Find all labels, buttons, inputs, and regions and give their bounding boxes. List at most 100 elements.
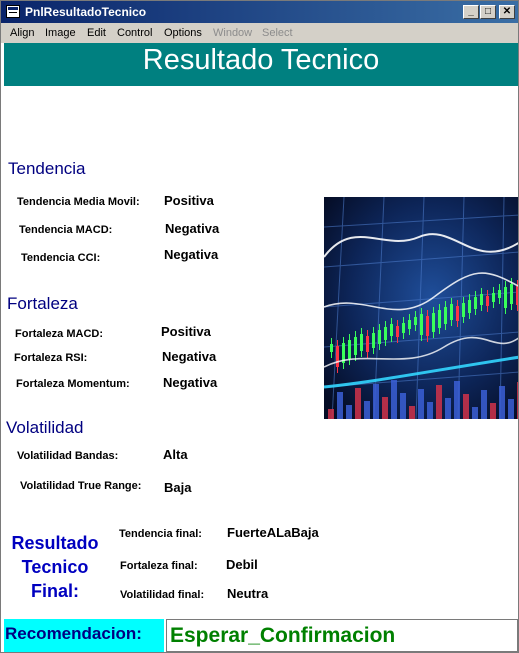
volume-bar — [490, 403, 496, 419]
menu-edit[interactable]: Edit — [87, 27, 106, 39]
volatilidad-true-range-label: Volatilidad True Range: — [20, 480, 142, 492]
candle-body — [474, 297, 477, 309]
candle-body — [414, 317, 417, 325]
fortaleza-momentum-value: Negativa — [163, 375, 218, 390]
menu-image[interactable]: Image — [45, 27, 76, 39]
resultado-final-heading-line-3: Final: — [31, 581, 79, 601]
tendencia-heading: Tendencia — [8, 159, 86, 178]
candle-body — [354, 337, 357, 355]
candle-body — [396, 326, 399, 337]
candle-body — [366, 336, 369, 352]
app-window-icon[interactable] — [6, 5, 20, 18]
candle-body — [408, 320, 411, 329]
candle-body — [426, 316, 429, 336]
fortaleza-rsi-value: Negativa — [162, 349, 217, 364]
tendencia-cci-value: Negativa — [164, 247, 219, 262]
stock-chart-graphic — [324, 197, 518, 419]
menu-bar: Align Image Edit Control Options Window … — [1, 23, 518, 43]
volume-bar — [517, 382, 518, 419]
candle-body — [486, 296, 489, 306]
tendencia-macd-value: Negativa — [165, 221, 220, 236]
candle-body — [450, 304, 453, 320]
volatilidad-heading: Volatilidad — [6, 418, 84, 437]
candle-body — [456, 306, 459, 321]
volatilidad-bandas-value: Alta — [163, 447, 188, 462]
resultado-final-heading-line-1: Resultado — [11, 533, 99, 553]
volume-bar — [382, 397, 388, 419]
volume-bar — [463, 394, 469, 419]
volume-bar — [391, 380, 397, 419]
page-title: Resultado Tecnico — [142, 44, 380, 76]
volatilidad-true-range-value: Baja — [164, 480, 192, 495]
candle-body — [462, 303, 465, 317]
volume-bar — [427, 402, 433, 419]
stock-chart-image — [324, 197, 518, 419]
fortaleza-final-label: Fortaleza final: — [120, 560, 198, 572]
fortaleza-macd-label: Fortaleza MACD: — [15, 328, 104, 340]
candle-body — [348, 340, 351, 359]
candle-body — [444, 307, 447, 324]
fortaleza-rsi-label: Fortaleza RSI: — [14, 352, 88, 364]
candle-body — [390, 324, 393, 336]
menu-control[interactable]: Control — [117, 27, 153, 39]
candle-body — [378, 330, 381, 344]
volume-bar — [373, 384, 379, 419]
candle-body — [330, 344, 333, 352]
volume-bar — [481, 390, 487, 419]
candle-body — [402, 323, 405, 333]
maximize-button[interactable]: □ — [480, 5, 496, 19]
volatilidad-final-value: Neutra — [227, 586, 269, 601]
fortaleza-momentum-label: Fortaleza Momentum: — [16, 378, 130, 390]
candle-body — [372, 333, 375, 348]
tendencia-final-value: FuerteALaBaja — [227, 525, 319, 540]
volume-bar — [337, 392, 343, 419]
fortaleza-final-value: Debil — [226, 557, 258, 572]
window-title: PnlResultadoTecnico — [25, 5, 147, 19]
fortaleza-macd-value: Positiva — [161, 324, 211, 339]
candle-body — [492, 293, 495, 302]
candle-body — [468, 300, 471, 313]
volume-bar — [445, 398, 451, 419]
volume-bar — [364, 401, 370, 419]
fortaleza-heading: Fortaleza — [7, 294, 78, 313]
candle-body — [480, 294, 483, 305]
minimize-button[interactable]: _ — [463, 5, 479, 19]
candle-body — [384, 327, 387, 340]
recomendacion-label-box: Recomendacion: — [4, 619, 164, 652]
menu-options[interactable]: Options — [164, 27, 202, 39]
resultado-final-heading-line-2: Tecnico — [21, 557, 89, 577]
tendencia-media-movil-label: Tendencia Media Movil: — [17, 196, 140, 208]
tendencia-cci-label: Tendencia CCI: — [21, 252, 101, 264]
volume-bar — [472, 407, 478, 419]
volume-bar — [328, 409, 334, 419]
tendencia-macd-label: Tendencia MACD: — [19, 224, 113, 236]
menu-window: Window — [213, 27, 253, 39]
close-button[interactable]: ✕ — [499, 5, 515, 19]
candle-body — [360, 334, 363, 351]
candle-body — [432, 313, 435, 332]
volume-bar — [346, 405, 352, 419]
volume-bar — [454, 381, 460, 419]
recomendacion-value: Esperar_Confirmacion — [170, 624, 396, 647]
candle-body — [342, 343, 345, 363]
volume-bar — [499, 386, 505, 419]
candle-body — [516, 286, 518, 305]
recomendacion-label: Recomendacion: — [5, 624, 142, 643]
volume-bar — [355, 388, 361, 419]
title-bar[interactable]: PnlResultadoTecnico _ □ ✕ — [1, 1, 518, 23]
volume-bar — [400, 393, 406, 419]
resultado-final-heading: Resultado Tecnico Final: — [5, 531, 105, 603]
candle-body — [336, 346, 339, 367]
volume-bar — [409, 406, 415, 419]
volume-bar — [508, 399, 514, 419]
tendencia-media-movil-value: Positiva — [164, 193, 214, 208]
menu-align[interactable]: Align — [10, 27, 35, 39]
candle-body — [504, 287, 507, 308]
candle-body — [420, 314, 423, 335]
volatilidad-bandas-label: Volatilidad Bandas: — [17, 450, 119, 462]
recomendacion-value-box: Esperar_Confirmacion — [166, 619, 518, 652]
tendencia-final-label: Tendencia final: — [119, 528, 202, 540]
volume-bar — [418, 389, 424, 419]
volume-bar — [436, 385, 442, 419]
